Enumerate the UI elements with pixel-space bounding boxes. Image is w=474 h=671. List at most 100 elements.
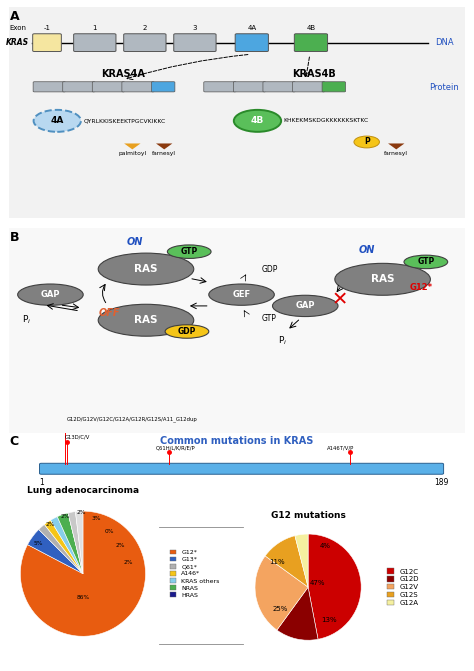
Text: GEF: GEF bbox=[232, 290, 251, 299]
Text: 3: 3 bbox=[192, 25, 197, 31]
Legend: G12*, G13*, Q61*, A146*, KRAS others, NRAS, HRAS: G12*, G13*, Q61*, A146*, KRAS others, NR… bbox=[167, 547, 222, 601]
FancyBboxPatch shape bbox=[63, 82, 95, 92]
Circle shape bbox=[34, 110, 81, 132]
FancyBboxPatch shape bbox=[294, 34, 328, 52]
Text: Q61H/L/K/R/E/P: Q61H/L/K/R/E/P bbox=[155, 446, 195, 450]
Title: Lung adenocarcinoma: Lung adenocarcinoma bbox=[27, 486, 139, 495]
Text: 3%: 3% bbox=[92, 516, 101, 521]
Wedge shape bbox=[20, 511, 146, 636]
FancyBboxPatch shape bbox=[322, 82, 346, 92]
FancyBboxPatch shape bbox=[233, 82, 265, 92]
Ellipse shape bbox=[98, 304, 194, 336]
Text: GTP: GTP bbox=[417, 258, 435, 266]
Text: 2%: 2% bbox=[116, 543, 125, 548]
Title: G12 mutations: G12 mutations bbox=[271, 511, 346, 520]
FancyBboxPatch shape bbox=[3, 3, 471, 221]
FancyBboxPatch shape bbox=[92, 82, 125, 92]
FancyBboxPatch shape bbox=[73, 34, 116, 52]
FancyBboxPatch shape bbox=[3, 225, 471, 436]
Wedge shape bbox=[68, 513, 83, 574]
Wedge shape bbox=[308, 534, 361, 639]
Text: farnesyl: farnesyl bbox=[384, 152, 408, 156]
Text: 4%: 4% bbox=[319, 543, 330, 549]
FancyBboxPatch shape bbox=[204, 82, 236, 92]
FancyBboxPatch shape bbox=[174, 34, 216, 52]
Text: G13D/C/V: G13D/C/V bbox=[64, 435, 90, 440]
Text: OFF: OFF bbox=[99, 308, 120, 318]
Text: RAS: RAS bbox=[134, 264, 158, 274]
Text: -1: -1 bbox=[44, 25, 51, 31]
Text: 4A: 4A bbox=[247, 25, 256, 31]
Text: 1: 1 bbox=[92, 25, 97, 31]
Wedge shape bbox=[27, 529, 83, 574]
Wedge shape bbox=[51, 517, 83, 574]
Text: 2%: 2% bbox=[46, 523, 55, 527]
Ellipse shape bbox=[165, 325, 209, 338]
Text: B: B bbox=[9, 231, 19, 244]
Text: 4B: 4B bbox=[251, 116, 264, 125]
Ellipse shape bbox=[404, 255, 447, 268]
FancyBboxPatch shape bbox=[122, 82, 154, 92]
Text: DNA: DNA bbox=[435, 38, 453, 47]
Text: 189: 189 bbox=[435, 478, 449, 487]
Text: 11%: 11% bbox=[270, 559, 285, 564]
Text: C: C bbox=[9, 435, 18, 448]
Text: 2%: 2% bbox=[61, 513, 70, 519]
Text: P$_i$: P$_i$ bbox=[22, 314, 31, 327]
Text: RAS: RAS bbox=[134, 315, 158, 325]
Legend: G12C, G12D, G12V, G12S, G12A: G12C, G12D, G12V, G12S, G12A bbox=[384, 566, 422, 609]
Text: Protein: Protein bbox=[429, 83, 459, 91]
Text: 47%: 47% bbox=[310, 580, 326, 586]
Text: RAS: RAS bbox=[371, 274, 394, 285]
Wedge shape bbox=[68, 511, 83, 574]
Text: G12D/G12V/G12C/G12A/G12R/G12S/A11_G12dup: G12D/G12V/G12C/G12A/G12R/G12S/A11_G12dup bbox=[67, 416, 198, 422]
Ellipse shape bbox=[209, 284, 274, 305]
Wedge shape bbox=[255, 556, 308, 630]
Text: G12*: G12* bbox=[410, 283, 433, 292]
Text: 2: 2 bbox=[143, 25, 147, 31]
FancyBboxPatch shape bbox=[124, 34, 166, 52]
Text: ON: ON bbox=[127, 238, 143, 248]
Text: farnesyl: farnesyl bbox=[152, 152, 176, 156]
FancyBboxPatch shape bbox=[235, 34, 268, 52]
Wedge shape bbox=[295, 534, 308, 587]
Text: ON: ON bbox=[358, 245, 375, 254]
Text: ✕: ✕ bbox=[331, 291, 347, 309]
Text: QYRLKKISKEEKTPGCVKIKKC: QYRLKKISKEEKTPGCVKIKKC bbox=[83, 118, 165, 123]
Ellipse shape bbox=[98, 253, 194, 285]
Text: GDP: GDP bbox=[178, 327, 196, 336]
Text: GAP: GAP bbox=[295, 301, 315, 311]
Text: P$_i$: P$_i$ bbox=[278, 334, 287, 347]
Wedge shape bbox=[277, 587, 318, 640]
Text: palmitoyl: palmitoyl bbox=[118, 152, 146, 156]
Circle shape bbox=[354, 136, 379, 148]
Polygon shape bbox=[124, 144, 140, 150]
Text: GTP: GTP bbox=[181, 247, 198, 256]
Ellipse shape bbox=[167, 245, 211, 258]
Text: 86%: 86% bbox=[76, 595, 90, 600]
Text: Exon: Exon bbox=[9, 25, 26, 31]
Ellipse shape bbox=[273, 295, 338, 317]
FancyBboxPatch shape bbox=[292, 82, 325, 92]
Text: 1: 1 bbox=[39, 478, 44, 487]
Text: KRAS4A: KRAS4A bbox=[101, 68, 145, 79]
Wedge shape bbox=[39, 525, 83, 574]
FancyBboxPatch shape bbox=[33, 82, 65, 92]
Text: 2%: 2% bbox=[124, 560, 133, 565]
Wedge shape bbox=[75, 511, 83, 574]
Polygon shape bbox=[388, 144, 404, 150]
Wedge shape bbox=[57, 513, 83, 574]
Text: P: P bbox=[364, 138, 370, 146]
FancyBboxPatch shape bbox=[263, 82, 295, 92]
Polygon shape bbox=[156, 144, 173, 150]
Text: 0%: 0% bbox=[104, 529, 114, 533]
Text: 25%: 25% bbox=[273, 607, 288, 613]
Text: GTP: GTP bbox=[262, 313, 277, 323]
Ellipse shape bbox=[18, 284, 83, 305]
Text: 2%: 2% bbox=[77, 510, 86, 515]
Text: 4A: 4A bbox=[51, 116, 64, 125]
FancyBboxPatch shape bbox=[39, 463, 444, 474]
Ellipse shape bbox=[335, 263, 430, 295]
FancyBboxPatch shape bbox=[33, 34, 61, 52]
Text: 13%: 13% bbox=[321, 617, 337, 623]
